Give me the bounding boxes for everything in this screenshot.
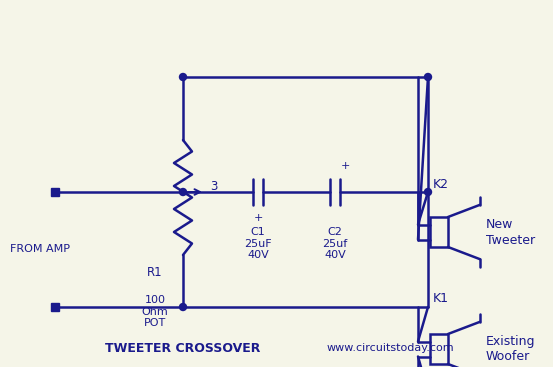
Text: R1: R1 — [147, 266, 163, 280]
Text: K1: K1 — [433, 292, 449, 305]
Bar — [51, 303, 59, 311]
Bar — [51, 188, 59, 196]
Bar — [430, 217, 448, 247]
Text: 100
Ohm
POT: 100 Ohm POT — [142, 295, 168, 328]
Text: Existing
Woofer: Existing Woofer — [486, 334, 535, 363]
Circle shape — [180, 304, 186, 310]
Circle shape — [425, 73, 431, 80]
Text: www.circuitstoday.com: www.circuitstoday.com — [326, 343, 454, 353]
Circle shape — [180, 73, 186, 80]
Text: C1
25uF
40V: C1 25uF 40V — [244, 227, 272, 260]
Text: +: + — [253, 213, 263, 223]
Text: New
Tweeter: New Tweeter — [486, 218, 535, 247]
Text: +: + — [340, 161, 349, 171]
Text: C2
25uf
40V: C2 25uf 40V — [322, 227, 348, 260]
Text: 3: 3 — [210, 181, 217, 193]
Text: FROM AMP: FROM AMP — [10, 244, 70, 254]
Text: TWEETER CROSSOVER: TWEETER CROSSOVER — [105, 342, 260, 355]
Text: K2: K2 — [433, 178, 449, 190]
Circle shape — [180, 189, 186, 196]
Bar — [430, 334, 448, 364]
Circle shape — [425, 189, 431, 196]
